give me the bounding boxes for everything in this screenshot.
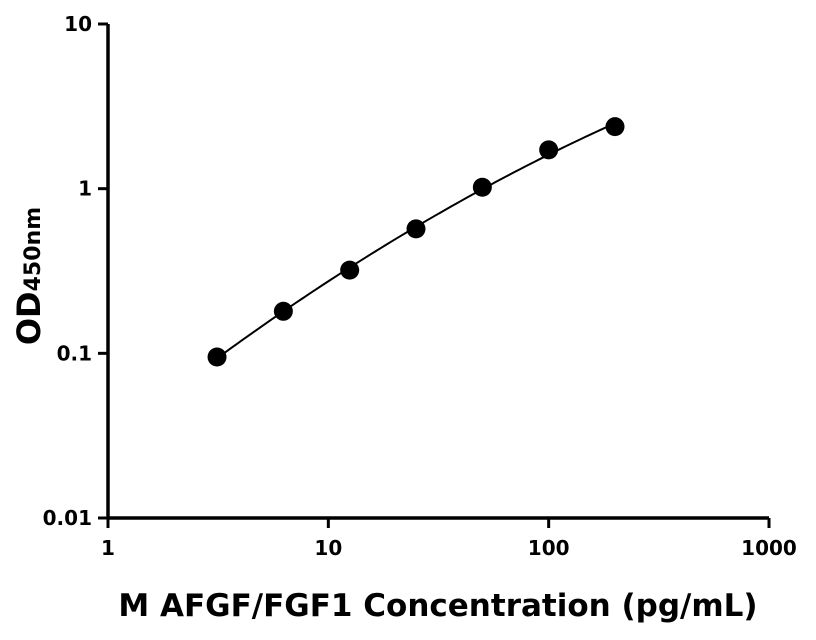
axis-ticks: 1 10 100 1000 0.01 0.1 1 10 bbox=[43, 12, 797, 560]
y-axis-title-main: OD bbox=[10, 291, 48, 345]
x-tick-label: 1 bbox=[101, 536, 115, 560]
x-tick-label: 100 bbox=[528, 536, 570, 560]
data-point bbox=[340, 260, 360, 280]
y-axis-title-subscript: 450nm bbox=[21, 207, 46, 292]
x-tick-label: 10 bbox=[314, 536, 342, 560]
data-point bbox=[605, 117, 625, 137]
plot-area bbox=[207, 117, 625, 367]
data-point bbox=[472, 177, 492, 197]
fit-curve bbox=[216, 122, 616, 360]
y-tick-label: 0.1 bbox=[57, 341, 92, 365]
data-point bbox=[207, 347, 227, 367]
x-axis-title: M AFGF/FGF1 Concentration (pg/mL) bbox=[118, 588, 757, 624]
y-tick-label: 1 bbox=[78, 177, 92, 201]
y-tick-label: 10 bbox=[64, 12, 92, 36]
data-point bbox=[539, 140, 559, 160]
data-point bbox=[406, 219, 426, 239]
data-point bbox=[273, 301, 293, 321]
x-tick-label: 1000 bbox=[741, 536, 797, 560]
y-tick-label: 0.01 bbox=[43, 506, 92, 530]
y-axis-title: OD450nm bbox=[10, 207, 48, 345]
